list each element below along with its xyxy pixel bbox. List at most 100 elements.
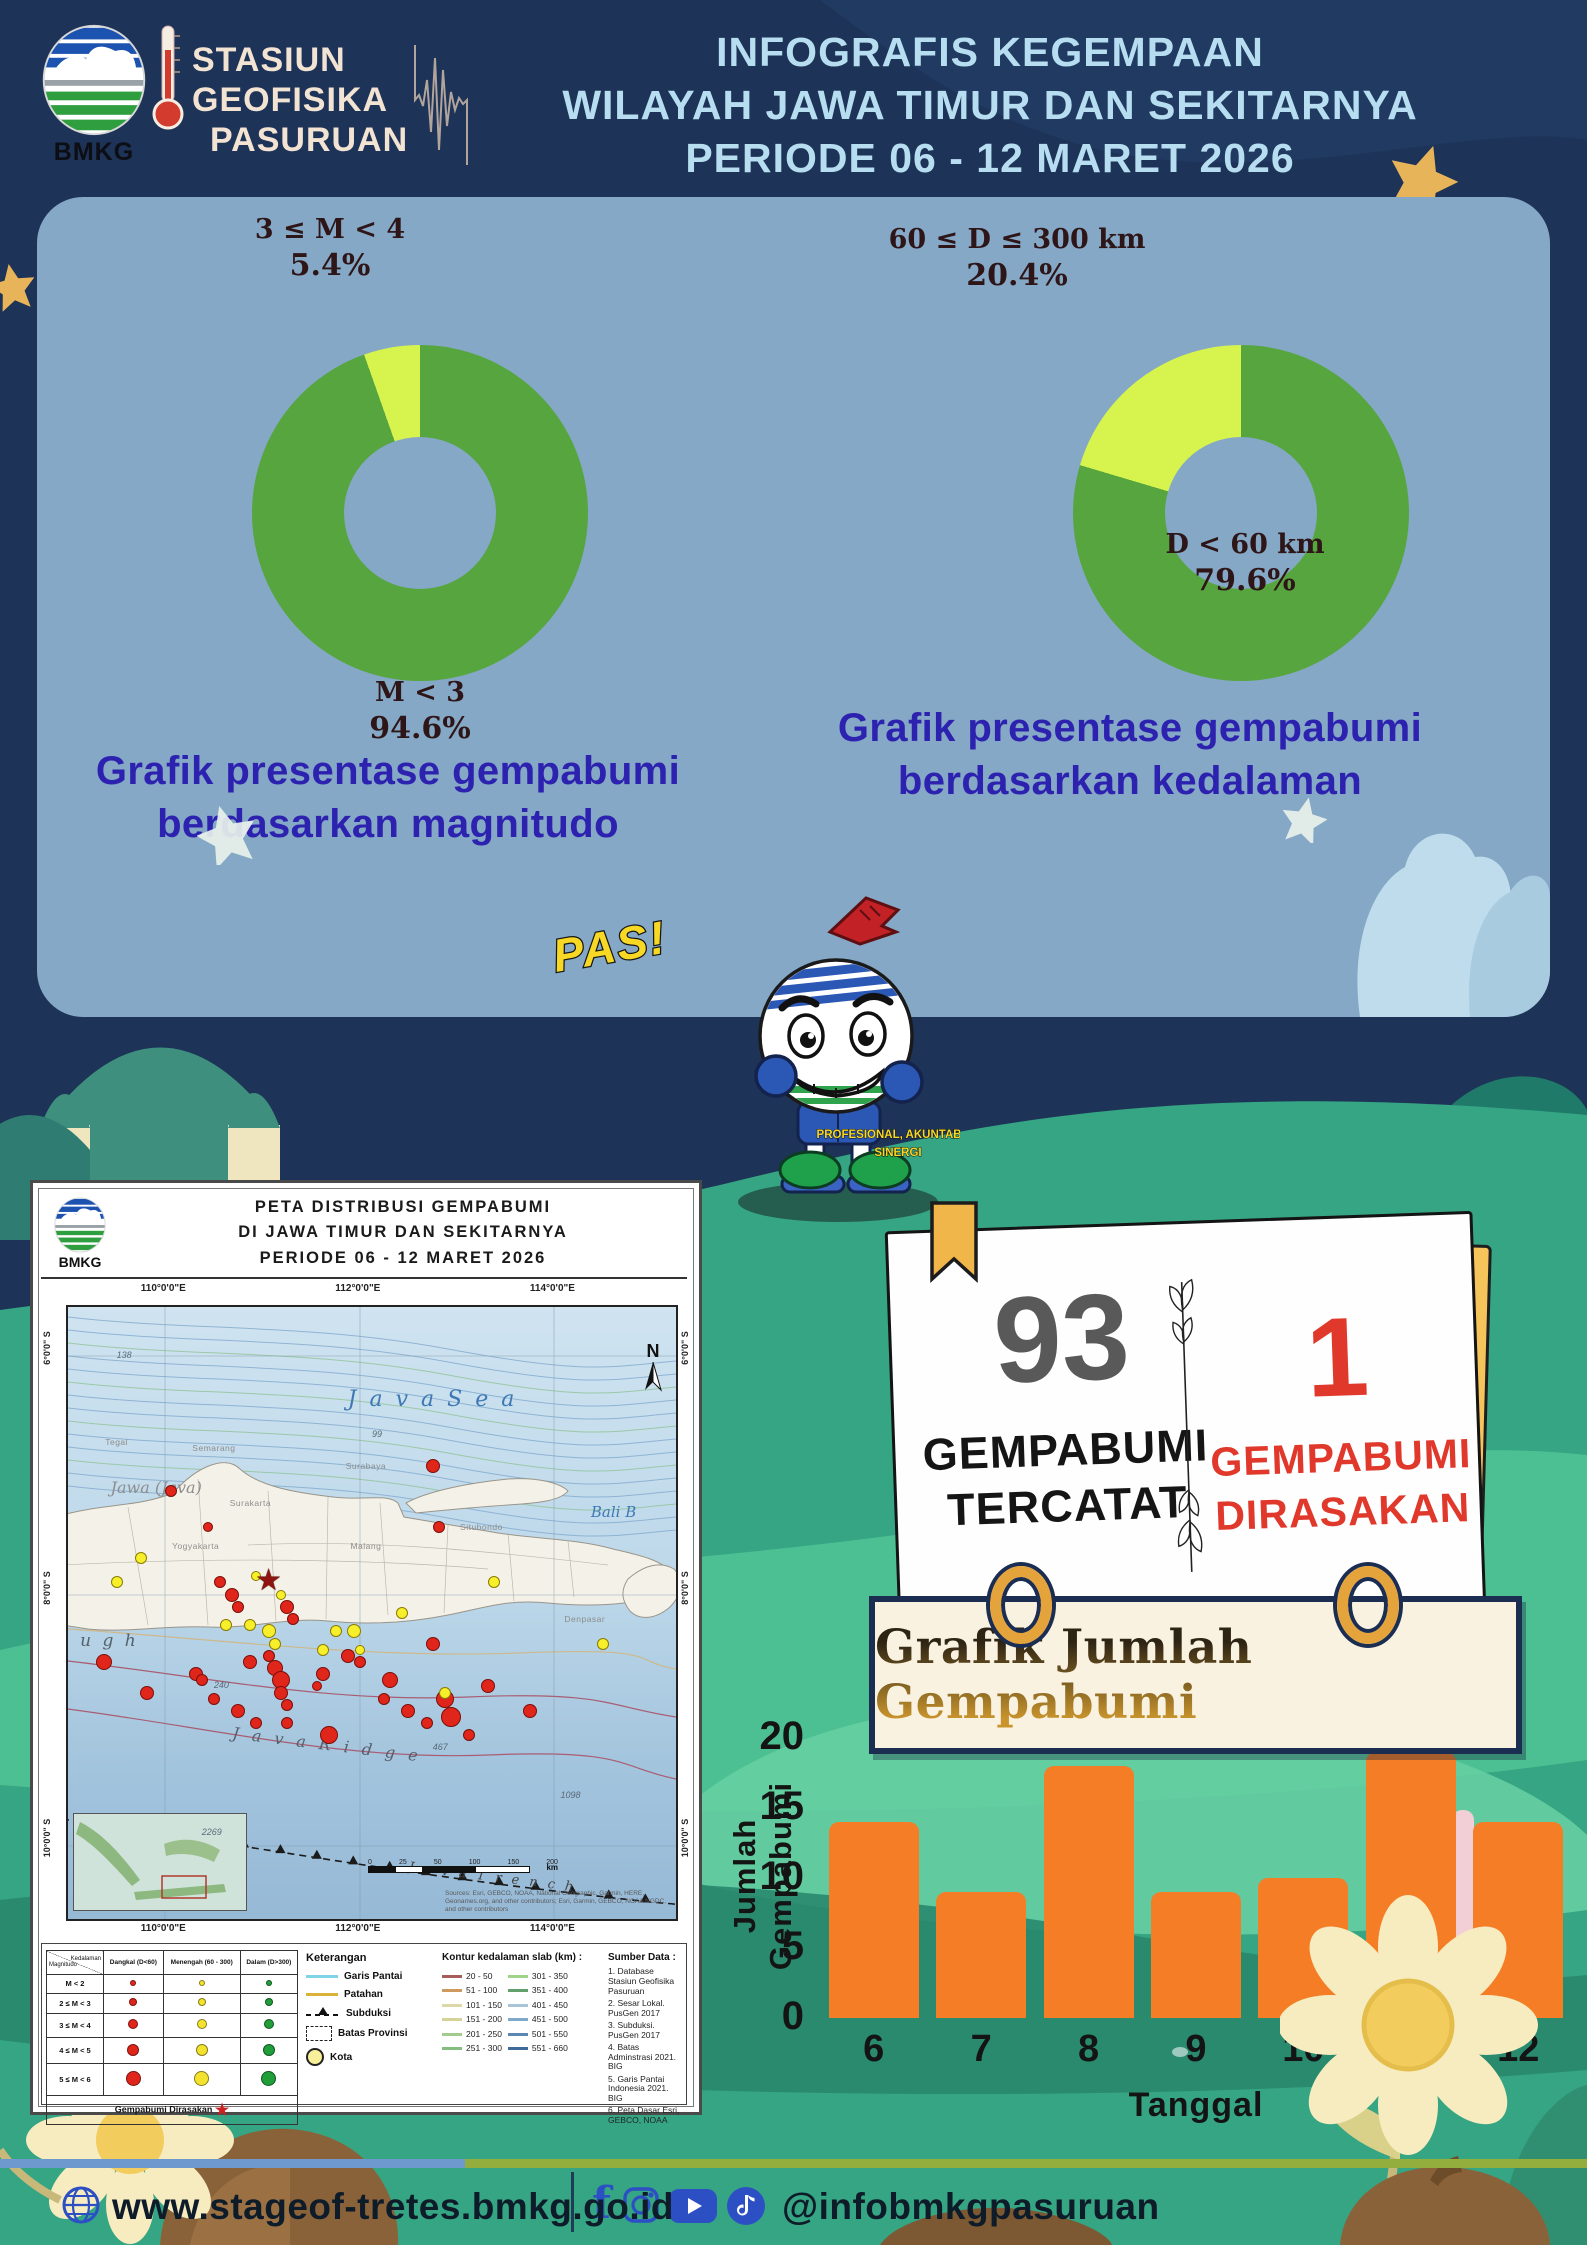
epicenter-yellow — [220, 1619, 233, 1632]
instagram-icon[interactable] — [622, 2186, 660, 2224]
epicenter-red — [96, 1653, 113, 1670]
x-tick-label: 6 — [863, 2028, 885, 2070]
header-silhouette — [820, 0, 1587, 163]
legend-matrix-table: Kedalaman Magnitudo Dangkal (D<60) Menengah… — [46, 1950, 299, 2096]
epicenter-red — [243, 1654, 258, 1669]
tiktok-icon[interactable] — [726, 2186, 766, 2226]
city-label: Malang — [350, 1540, 382, 1551]
map-x-ticks-top: 110°0'0"E 112°0'0"E 114°0'0"E — [140, 1283, 575, 1294]
star-icon — [1281, 797, 1327, 843]
footer-divider-blue — [0, 2159, 465, 2168]
map-y-tick: 6°0'0" S — [42, 1331, 52, 1365]
globe-icon — [62, 2186, 100, 2224]
felt-legend-row: Gempabumi Dirasakan ★ — [46, 2096, 298, 2125]
kontur-range: 301 - 350 — [507, 1971, 568, 1981]
station-name: STASIUN GEOFISIKA PASURUAN — [192, 41, 409, 160]
kontur-range: 20 - 50 — [442, 1971, 502, 1981]
map-y-tick: 8°0'0" S — [42, 1571, 52, 1605]
keterangan-item-city: Kota — [306, 2048, 434, 2066]
epicenter-yellow — [329, 1625, 342, 1638]
epicenter-red — [320, 1726, 339, 1745]
city-label: Denpasar — [564, 1614, 606, 1625]
kontur-title: Kontur kedalaman slab (km) : — [442, 1952, 583, 1963]
epicenter-red — [202, 1522, 213, 1533]
madura-island — [405, 1478, 569, 1514]
epicenter-yellow — [251, 1571, 262, 1582]
epicenter-yellow — [244, 1619, 257, 1632]
mascot-pas-label: PAS! — [549, 911, 671, 982]
panel-tree-silhouette — [1357, 833, 1550, 1017]
sumber-title: Sumber Data : — [608, 1952, 676, 1963]
footer-separator — [571, 2172, 574, 2232]
bar — [1043, 1766, 1134, 2018]
epicenter-red — [250, 1717, 263, 1730]
kontur-range: 151 - 200 — [442, 2014, 502, 2024]
island-label: Jawa (Java) — [110, 1478, 202, 1498]
epicenter-red — [280, 1698, 293, 1711]
footer: www.stageof-tretes.bmkg.go.id f @infobmk… — [0, 2166, 1587, 2245]
epicenter-red — [140, 1685, 155, 1700]
bar-slot — [927, 1738, 1034, 2018]
magnitude-chart-caption: Grafik presentase gempabumi berdasarkan … — [95, 749, 681, 846]
svg-text:f: f — [592, 2180, 614, 2228]
footer-divider-olive — [465, 2159, 1587, 2168]
contour-depth-label: 99 — [372, 1429, 383, 1440]
epicenter-red — [420, 1717, 433, 1730]
map-y-tick: 8°0'0" S — [680, 1571, 690, 1605]
contour-depth-label: 138 — [116, 1349, 132, 1360]
epicenter-red — [401, 1703, 416, 1718]
epicenter-yellow — [110, 1576, 123, 1589]
felt-count: 1 — [1304, 1293, 1371, 1421]
epicenter-red — [441, 1707, 462, 1728]
keterangan-item-coastline: Garis Pantai — [306, 1971, 434, 1982]
trough-label: u g h — [80, 1631, 139, 1652]
epicenter-red — [232, 1600, 245, 1613]
seismogram-icon — [414, 45, 468, 165]
epicenter-yellow — [134, 1551, 147, 1564]
mascot-tagline-2: SINERGI — [874, 1147, 921, 1159]
sumber-item: 2. Sesar Lokal. PusGen 2017 — [608, 1997, 665, 2018]
kontur-range: 351 - 400 — [507, 1985, 568, 1995]
map-panel: BMKG PETA DISTRIBUSI GEMPABUMI DI JAWA T… — [30, 1180, 702, 2125]
sumber-item: 6. Peta Dasar Esri, GEBCO, NOAA — [608, 2105, 680, 2126]
epicenter-red — [523, 1703, 538, 1718]
bar-slot — [820, 1738, 927, 2018]
keterangan-list: Garis Pantai Patahan Subduksi Batas Provins… — [306, 1971, 434, 2066]
contour-depth-label: 2269 — [201, 1827, 222, 1838]
epicenter-yellow — [317, 1643, 330, 1656]
depth-slice-label-big: D < 60 km 79.6% — [1165, 529, 1325, 599]
thermometer-icon — [152, 25, 184, 130]
city-label: Situbondo — [460, 1522, 503, 1533]
sumber-item: 4. Batas Adminstrasi 2021. BIG — [608, 2041, 677, 2072]
y-tick-label: 5 — [781, 1924, 804, 1968]
bmkg-logo — [36, 22, 152, 146]
map-title: PETA DISTRIBUSI GEMPABUMI DI JAWA TIMUR … — [238, 1197, 568, 1267]
epicenter-red — [231, 1703, 246, 1718]
website-link[interactable]: www.stageof-tretes.bmkg.go.id — [112, 2186, 675, 2227]
kontur-range: 51 - 100 — [442, 1985, 502, 1995]
x-axis-title: Tanggal — [1128, 2086, 1264, 2124]
kontur-range: 401 - 450 — [507, 2000, 568, 2010]
bmkg-logo-label: BMKG — [58, 1254, 102, 1270]
magnitude-slice-label-small: 3 ≤ M < 4 5.4% — [254, 214, 406, 284]
contour-depth-label: 240 — [213, 1680, 229, 1691]
epicenter-yellow — [438, 1686, 451, 1699]
contour-depth-label: 1098 — [560, 1790, 581, 1801]
bar-y-ticks: 0 5 10 15 20 — [700, 1714, 805, 2038]
epicenter-red — [432, 1521, 445, 1534]
epicenter-red — [280, 1717, 293, 1730]
flower-right — [1280, 1895, 1550, 2245]
city-label: Semarang — [192, 1442, 236, 1453]
keterangan-item-fault: Patahan — [306, 1989, 434, 2000]
sumber-item: 5. Garis Pantai Indonesia 2021. BIG — [608, 2073, 669, 2104]
youtube-icon[interactable] — [668, 2188, 718, 2224]
magnitude-slice-label-big: M < 3 94.6% — [369, 677, 471, 747]
felt-earthquake-star: ★ — [255, 1564, 283, 1598]
stats-card-front: 93 GEMPABUMI TERCATAT 1 GEMPABUMI DIRASA… — [884, 1210, 1488, 1660]
facebook-icon[interactable]: f — [590, 2180, 616, 2228]
scale-bar: 0 25 50 100 150 200 km — [368, 1859, 558, 1873]
branch-divider — [1168, 1278, 1203, 1572]
epicenter-red — [353, 1655, 366, 1668]
epicenter-red — [425, 1636, 440, 1651]
sumber-data-list: 1. Database Stasiun Geofisika Pasuruan 2.… — [608, 1966, 682, 2126]
